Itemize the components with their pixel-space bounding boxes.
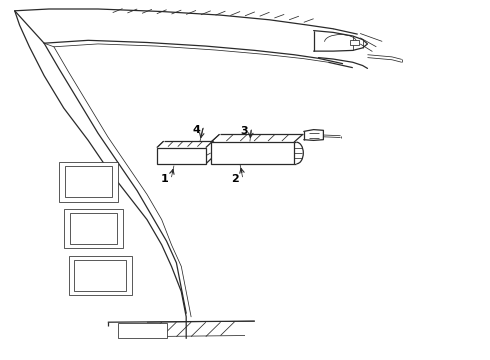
Bar	[118, 323, 167, 338]
Bar	[350, 40, 359, 45]
Bar	[64, 209, 122, 248]
Bar	[65, 166, 112, 197]
Bar	[211, 142, 294, 164]
Text: 4: 4	[192, 125, 200, 135]
Bar	[74, 260, 126, 291]
Bar	[69, 256, 132, 295]
Text: 2: 2	[231, 174, 239, 184]
Text: 3: 3	[240, 126, 248, 136]
Bar	[70, 213, 117, 244]
Bar	[59, 162, 118, 202]
Text: 1: 1	[160, 174, 168, 184]
Bar	[157, 148, 206, 164]
